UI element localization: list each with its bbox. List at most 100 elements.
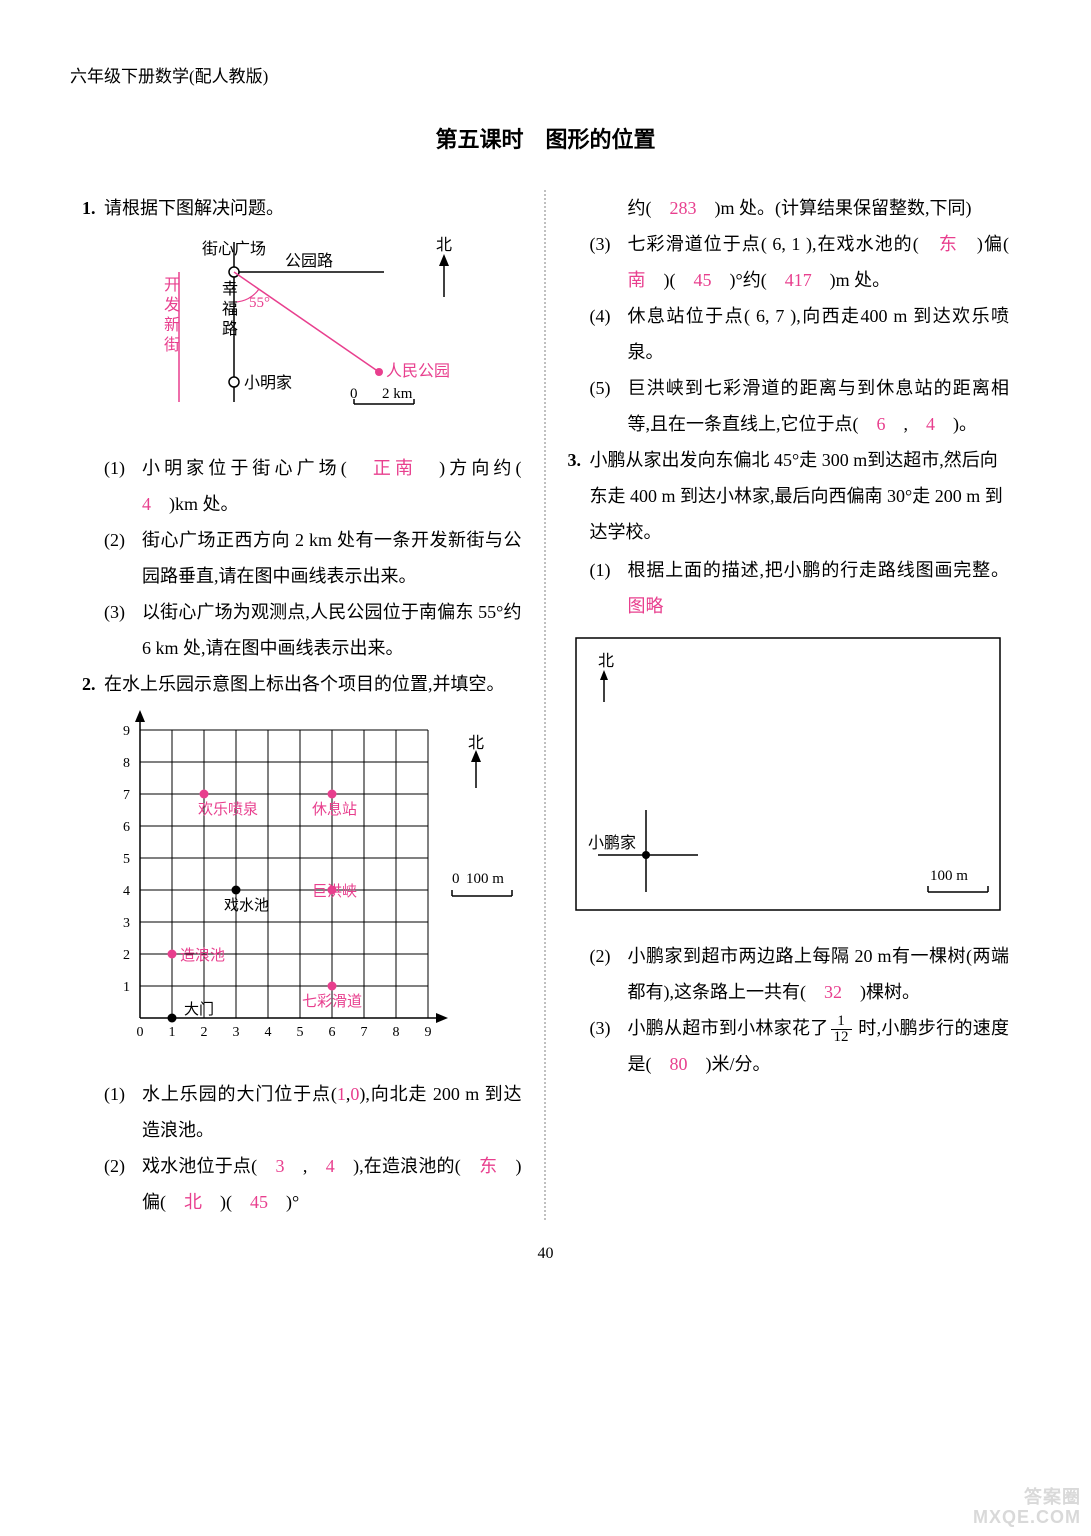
q1-s1-p2: )方向约( bbox=[417, 458, 539, 478]
svg-text:2: 2 bbox=[123, 948, 130, 963]
two-column-layout: 1. 请根据下图解决问题。 bbox=[70, 190, 1021, 1220]
figure-1: 街心广场 公园路 北 幸 福 路 开 发 新 街 55° 小明家 人民公园 0 … bbox=[104, 232, 522, 444]
question-2: 2. 在水上乐园示意图上标出各个项目的位置,并填空。 bbox=[82, 666, 522, 702]
q2-s1-body: 水上乐园的大门位于点(1,0),向北走 200 m 到达造浪池。 bbox=[142, 1076, 522, 1148]
q2-s2-p3: ),在造浪池的( bbox=[335, 1156, 479, 1176]
right-column: 约( 283 )m 处。(计算结果保留整数,下同) (3) 七彩滑道位于点( 6… bbox=[546, 190, 1022, 1220]
svg-text:3: 3 bbox=[123, 916, 130, 931]
q3-stem: 小鹏从家出发向东偏北 45°走 300 m到达超市,然后向东走 400 m 到达… bbox=[590, 442, 1010, 550]
fig1-north-label: 北 bbox=[436, 236, 452, 254]
fig1-street-w-3: 新 bbox=[164, 316, 180, 334]
svg-text:4: 4 bbox=[123, 884, 130, 899]
q2-s3-body: 七彩滑道位于点( 6, 1 ),在戏水池的( 东 )偏( 南 )( 45 )°约… bbox=[628, 226, 1010, 298]
fig1-scale-0: 0 bbox=[350, 386, 358, 402]
svg-text:休息站: 休息站 bbox=[312, 801, 357, 818]
frac-d: 12 bbox=[831, 1030, 852, 1045]
q1-s3-num: (3) bbox=[104, 594, 142, 630]
q1-s1-a2: 4 bbox=[142, 494, 151, 514]
fig1-angle-label: 55° bbox=[249, 295, 270, 311]
q1-number: 1. bbox=[82, 190, 104, 226]
q2-s2-num: (2) bbox=[104, 1148, 142, 1184]
q2-sub3: (3) 七彩滑道位于点( 6, 1 ),在戏水池的( 东 )偏( 南 )( 45… bbox=[568, 226, 1010, 298]
svg-text:巨洪峡: 巨洪峡 bbox=[312, 883, 357, 900]
page-number: 40 bbox=[70, 1238, 1021, 1270]
svg-text:3: 3 bbox=[233, 1025, 240, 1040]
q2-sub5: (5) 巨洪峡到七彩滑道的距离与到休息站的距离相等,且在一条直线上,它位于点( … bbox=[568, 370, 1010, 442]
q3-s1-a1: 图略 bbox=[628, 596, 664, 616]
figure-2: 0123456789123456789北0100 m大门造浪池欢乐喷泉戏水池休息… bbox=[104, 708, 522, 1070]
q2-s5-a2: 4 bbox=[926, 414, 935, 434]
svg-text:5: 5 bbox=[297, 1025, 304, 1040]
svg-text:造浪池: 造浪池 bbox=[180, 947, 225, 964]
svg-text:0: 0 bbox=[137, 1025, 144, 1040]
q2-s1-p1: 水上乐园的大门位于点( bbox=[142, 1084, 337, 1104]
lesson-title: 第五课时 图形的位置 bbox=[70, 118, 1021, 162]
q2-s3-a3: 45 bbox=[694, 270, 712, 290]
figure-3-svg: 北 小鹏家 100 m bbox=[568, 630, 1008, 920]
q2-s2-body-a: 戏水池位于点( 3 , 4 ),在造浪池的( 东 )偏( 北 )( 45 )° bbox=[142, 1148, 522, 1220]
q3-s3-a1: 80 bbox=[670, 1054, 688, 1074]
fig1-street-w-1: 开 bbox=[164, 277, 180, 294]
q2-s4-num: (4) bbox=[590, 298, 628, 334]
q3-s1-num: (1) bbox=[590, 552, 628, 588]
q2-sub2-a: (2) 戏水池位于点( 3 , 4 ),在造浪池的( 东 )偏( 北 )( 45… bbox=[82, 1148, 522, 1220]
svg-text:7: 7 bbox=[123, 788, 130, 803]
fig1-street-w-2: 发 bbox=[164, 296, 180, 314]
q2-number: 2. bbox=[82, 666, 104, 702]
q3-s2-a1: 32 bbox=[824, 982, 842, 1002]
figure-2-svg: 0123456789123456789北0100 m大门造浪池欢乐喷泉戏水池休息… bbox=[104, 708, 524, 1058]
q2-s2-a5: 45 bbox=[250, 1192, 268, 1212]
q2-s2-p1: 戏水池位于点( bbox=[142, 1156, 276, 1176]
question-1: 1. 请根据下图解决问题。 bbox=[82, 190, 522, 226]
fig3-home: 小鹏家 bbox=[588, 834, 636, 852]
q2-sub1: (1) 水上乐园的大门位于点(1,0),向北走 200 m 到达造浪池。 bbox=[82, 1076, 522, 1148]
q2-s1-num: (1) bbox=[104, 1076, 142, 1112]
svg-text:8: 8 bbox=[123, 756, 130, 771]
q1-s1-a1: 正南 bbox=[373, 458, 417, 478]
q3-s3-body: 小鹏从超市到小林家花了112 时,小鹏步行的速度是( 80 )米/分。 bbox=[628, 1010, 1010, 1082]
q2-s2-p5: )( bbox=[202, 1192, 250, 1212]
fig1-road-s-3: 路 bbox=[222, 320, 238, 338]
q2-s3-p5: )m 处。 bbox=[812, 270, 891, 290]
q3-sub3: (3) 小鹏从超市到小林家花了112 时,小鹏步行的速度是( 80 )米/分。 bbox=[568, 1010, 1010, 1082]
q3-s2-body: 小鹏家到超市两边路上每隔 20 m有一棵树(两端都有),这条路上一共有( 32 … bbox=[628, 938, 1010, 1010]
figure-3: 北 小鹏家 100 m bbox=[568, 630, 1010, 932]
q2-s2-p6: )° bbox=[268, 1192, 299, 1212]
fig1-park-label: 人民公园 bbox=[386, 362, 450, 380]
fig1-street-w-4: 街 bbox=[164, 336, 180, 354]
q2-s3-p1: 七彩滑道位于点( 6, 1 ),在戏水池的( bbox=[628, 234, 939, 254]
q2-s5-body: 巨洪峡到七彩滑道的距离与到休息站的距离相等,且在一条直线上,它位于点( 6 , … bbox=[628, 370, 1010, 442]
q3-s2-num: (2) bbox=[590, 938, 628, 974]
q2-s5-p2: , bbox=[886, 414, 927, 434]
svg-text:戏水池: 戏水池 bbox=[224, 897, 269, 914]
q2-sub2-b: 约( 283 )m 处。(计算结果保留整数,下同) bbox=[568, 190, 1010, 226]
q3-sub1: (1) 根据上面的描述,把小鹏的行走路线图画完整。 图略 bbox=[568, 552, 1010, 624]
svg-text:6: 6 bbox=[123, 820, 130, 835]
fig1-center-label: 街心广场 bbox=[202, 240, 266, 258]
watermark: 答案圈 MXQE.COM bbox=[973, 1488, 1081, 1528]
q1-stem: 请根据下图解决问题。 bbox=[104, 190, 522, 226]
svg-text:1: 1 bbox=[169, 1025, 176, 1040]
figure-1-svg: 街心广场 公园路 北 幸 福 路 开 发 新 街 55° 小明家 人民公园 0 … bbox=[104, 232, 484, 432]
q1-s1-p3: )km 处。 bbox=[151, 494, 239, 514]
svg-text:北: 北 bbox=[468, 734, 484, 752]
q3-number: 3. bbox=[568, 442, 590, 478]
q1-s1-body: 小明家位于街心广场( 正南 )方向约( 4 )km 处。 bbox=[142, 450, 522, 522]
q1-sub2: (2) 街心广场正西方向 2 km 处有一条开发新街与公园路垂直,请在图中画线表… bbox=[82, 522, 522, 594]
q2-sub4: (4) 休息站位于点( 6, 7 ),向西走400 m 到达欢乐喷泉。 bbox=[568, 298, 1010, 370]
question-3: 3. 小鹏从家出发向东偏北 45°走 300 m到达超市,然后向东走 400 m… bbox=[568, 442, 1010, 550]
q2-s2-p2: , bbox=[285, 1156, 326, 1176]
q2-s3-p3: )( bbox=[646, 270, 694, 290]
q2-s2-a4: 北 bbox=[184, 1192, 202, 1212]
watermark-l1: 答案圈 bbox=[973, 1488, 1081, 1508]
q2-s1-a1: 1 bbox=[337, 1084, 346, 1104]
svg-text:100 m: 100 m bbox=[466, 871, 504, 887]
svg-text:7: 7 bbox=[361, 1025, 368, 1040]
svg-text:七彩滑道: 七彩滑道 bbox=[302, 993, 362, 1010]
page-header: 六年级下册数学(配人教版) bbox=[70, 60, 1021, 94]
q1-s3-body: 以街心广场为观测点,人民公园位于南偏东 55°约 6 km 处,请在图中画线表示… bbox=[142, 594, 522, 666]
fig1-home-label: 小明家 bbox=[244, 374, 292, 392]
q1-sub1: (1) 小明家位于街心广场( 正南 )方向约( 4 )km 处。 bbox=[82, 450, 522, 522]
q1-s1-p1: 小明家位于街心广场( bbox=[142, 458, 373, 478]
fig3-north: 北 bbox=[598, 652, 614, 670]
